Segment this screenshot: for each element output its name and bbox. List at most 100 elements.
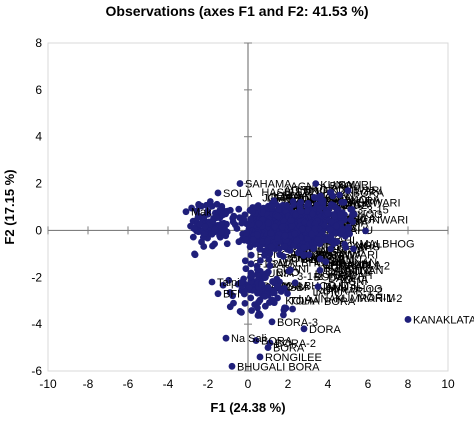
data-point <box>241 287 248 295</box>
data-point <box>304 199 312 207</box>
point-label: DANI-II <box>323 282 359 294</box>
overlay-point-label: AGNI <box>324 262 351 274</box>
data-point <box>322 258 330 266</box>
overlay-point-label: KUNWARI <box>357 214 409 226</box>
overlay-point-label: BAO <box>269 259 293 271</box>
y-tick-label: -4 <box>31 317 42 331</box>
data-point <box>269 278 276 285</box>
overlay-point-label: LAJINAN <box>338 265 383 277</box>
point-label: 1-22- <box>353 186 379 198</box>
overlay-point-label: KUMRAR-1-2 <box>323 261 390 273</box>
overlay-point-label: TOHA <box>289 295 320 307</box>
overlay-point-label: KUMRAR-1-2 <box>335 293 402 305</box>
data-point <box>314 283 322 291</box>
data-point <box>350 245 357 253</box>
data-point <box>288 222 296 230</box>
data-point <box>214 290 222 298</box>
y-tick-label: 8 <box>35 36 42 50</box>
data-point <box>223 240 231 248</box>
point-label: Mak <box>191 207 212 219</box>
data-point <box>235 205 243 213</box>
data-point <box>216 233 224 241</box>
data-point <box>198 202 205 210</box>
x-tick-label: 6 <box>365 377 372 391</box>
data-point <box>311 225 319 232</box>
overlay-point-label: SALI <box>338 180 362 192</box>
data-point <box>327 245 335 253</box>
overlay-point-label: AHU <box>326 281 349 293</box>
x-tick-label: -8 <box>83 377 94 391</box>
overlay-point-label: DHODIA <box>328 267 371 279</box>
data-point <box>222 334 230 342</box>
overlay-point-label: KOLA <box>285 296 315 308</box>
data-point <box>233 225 241 232</box>
data-point <box>256 311 264 319</box>
data-point <box>308 230 316 238</box>
overlay-point-label: KOLA <box>351 194 381 206</box>
data-point <box>300 325 308 333</box>
overlay-point-label: BODAH <box>333 270 372 282</box>
data-point <box>257 280 265 288</box>
data-point <box>225 276 233 284</box>
data-point <box>241 299 249 307</box>
data-point <box>255 220 263 228</box>
data-point <box>213 200 221 208</box>
data-point <box>287 217 295 225</box>
data-point <box>349 211 356 219</box>
point-label: BHUGALI BORA <box>237 361 320 373</box>
overlay-point-label: HASBI <box>338 259 371 271</box>
x-tick-labels: -10 -8 -6 -4 -2 0 2 4 6 8 10 <box>39 377 455 391</box>
data-point <box>211 226 219 233</box>
data-point <box>254 266 261 273</box>
point-label: BORA <box>273 343 305 355</box>
overlay-point-label: LAJINAN <box>298 294 343 306</box>
data-point <box>300 251 308 258</box>
data-point <box>214 189 222 197</box>
overlay-point-label: KUNWARI <box>331 185 383 197</box>
overlay-point-label: 3-1-2 <box>297 271 323 283</box>
data-point <box>336 191 343 199</box>
overlay-point-label: SALI <box>331 254 355 266</box>
data-point <box>301 219 309 226</box>
overlay-point-label: RONGA <box>339 240 380 252</box>
data-point <box>279 253 287 260</box>
x-tick-label: 0 <box>245 377 252 391</box>
data-point <box>404 316 412 323</box>
point-label: SOLA <box>223 188 253 200</box>
data-point <box>191 251 199 259</box>
data-point <box>266 262 274 270</box>
data-point <box>309 210 316 218</box>
overlay-point-label: MALBHOG <box>360 239 415 251</box>
data-point <box>247 251 255 259</box>
data-point <box>277 288 285 295</box>
data-point <box>265 255 273 263</box>
data-point <box>259 209 267 217</box>
data-point <box>270 288 278 296</box>
data-point <box>249 208 256 216</box>
data-point <box>223 220 230 228</box>
x-tick-label: -2 <box>203 377 214 391</box>
data-point <box>270 197 278 204</box>
point-label: KUNWARI <box>349 197 401 209</box>
data-point <box>300 244 308 252</box>
overlay-point-label: AHU <box>357 242 380 254</box>
data-point <box>297 207 305 215</box>
x-axis-title: F1 (24.38 %) <box>210 400 285 415</box>
y-tick-label: -6 <box>31 364 42 378</box>
data-point <box>187 222 194 230</box>
x-tick-label: 4 <box>325 377 332 391</box>
data-point <box>268 318 276 326</box>
data-point <box>267 230 275 237</box>
data-point <box>247 294 255 302</box>
data-point <box>241 257 249 265</box>
data-point <box>242 265 250 273</box>
data-point <box>332 222 340 230</box>
data-point <box>193 207 201 215</box>
data-point <box>235 238 243 246</box>
data-point <box>238 219 246 227</box>
point-label: Taipi <box>217 277 240 289</box>
data-point <box>281 243 289 251</box>
data-point <box>236 180 244 187</box>
overlay-point-label: KUMRAR-1-2 <box>316 286 383 298</box>
data-point <box>305 251 313 259</box>
